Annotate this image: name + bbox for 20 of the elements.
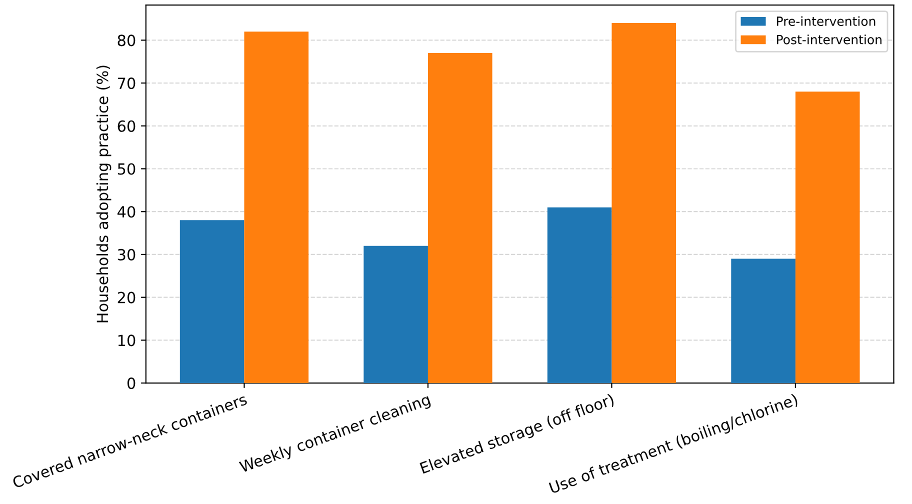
bar (364, 246, 428, 384)
y-tick-label: 40 (118, 206, 136, 218)
bar (547, 207, 612, 384)
bar (180, 220, 244, 384)
y-tick-label: 30 (118, 248, 136, 260)
legend-label: Pre-intervention (777, 16, 876, 26)
y-tick-label: 50 (118, 163, 136, 175)
legend-label: Post-intervention (777, 34, 882, 44)
bar (428, 53, 492, 384)
y-tick-label: 0 (127, 378, 136, 390)
bar (731, 258, 796, 384)
y-axis-title: Households adopting practice (%) (96, 66, 112, 322)
y-tick-label: 80 (118, 34, 136, 46)
bar (244, 32, 309, 384)
bar (612, 23, 676, 384)
y-tick-label: 10 (118, 334, 136, 346)
y-tick-label: 70 (118, 78, 136, 90)
y-tick-label: 20 (118, 292, 136, 304)
y-tick-label: 60 (118, 120, 136, 132)
bar (795, 92, 860, 384)
